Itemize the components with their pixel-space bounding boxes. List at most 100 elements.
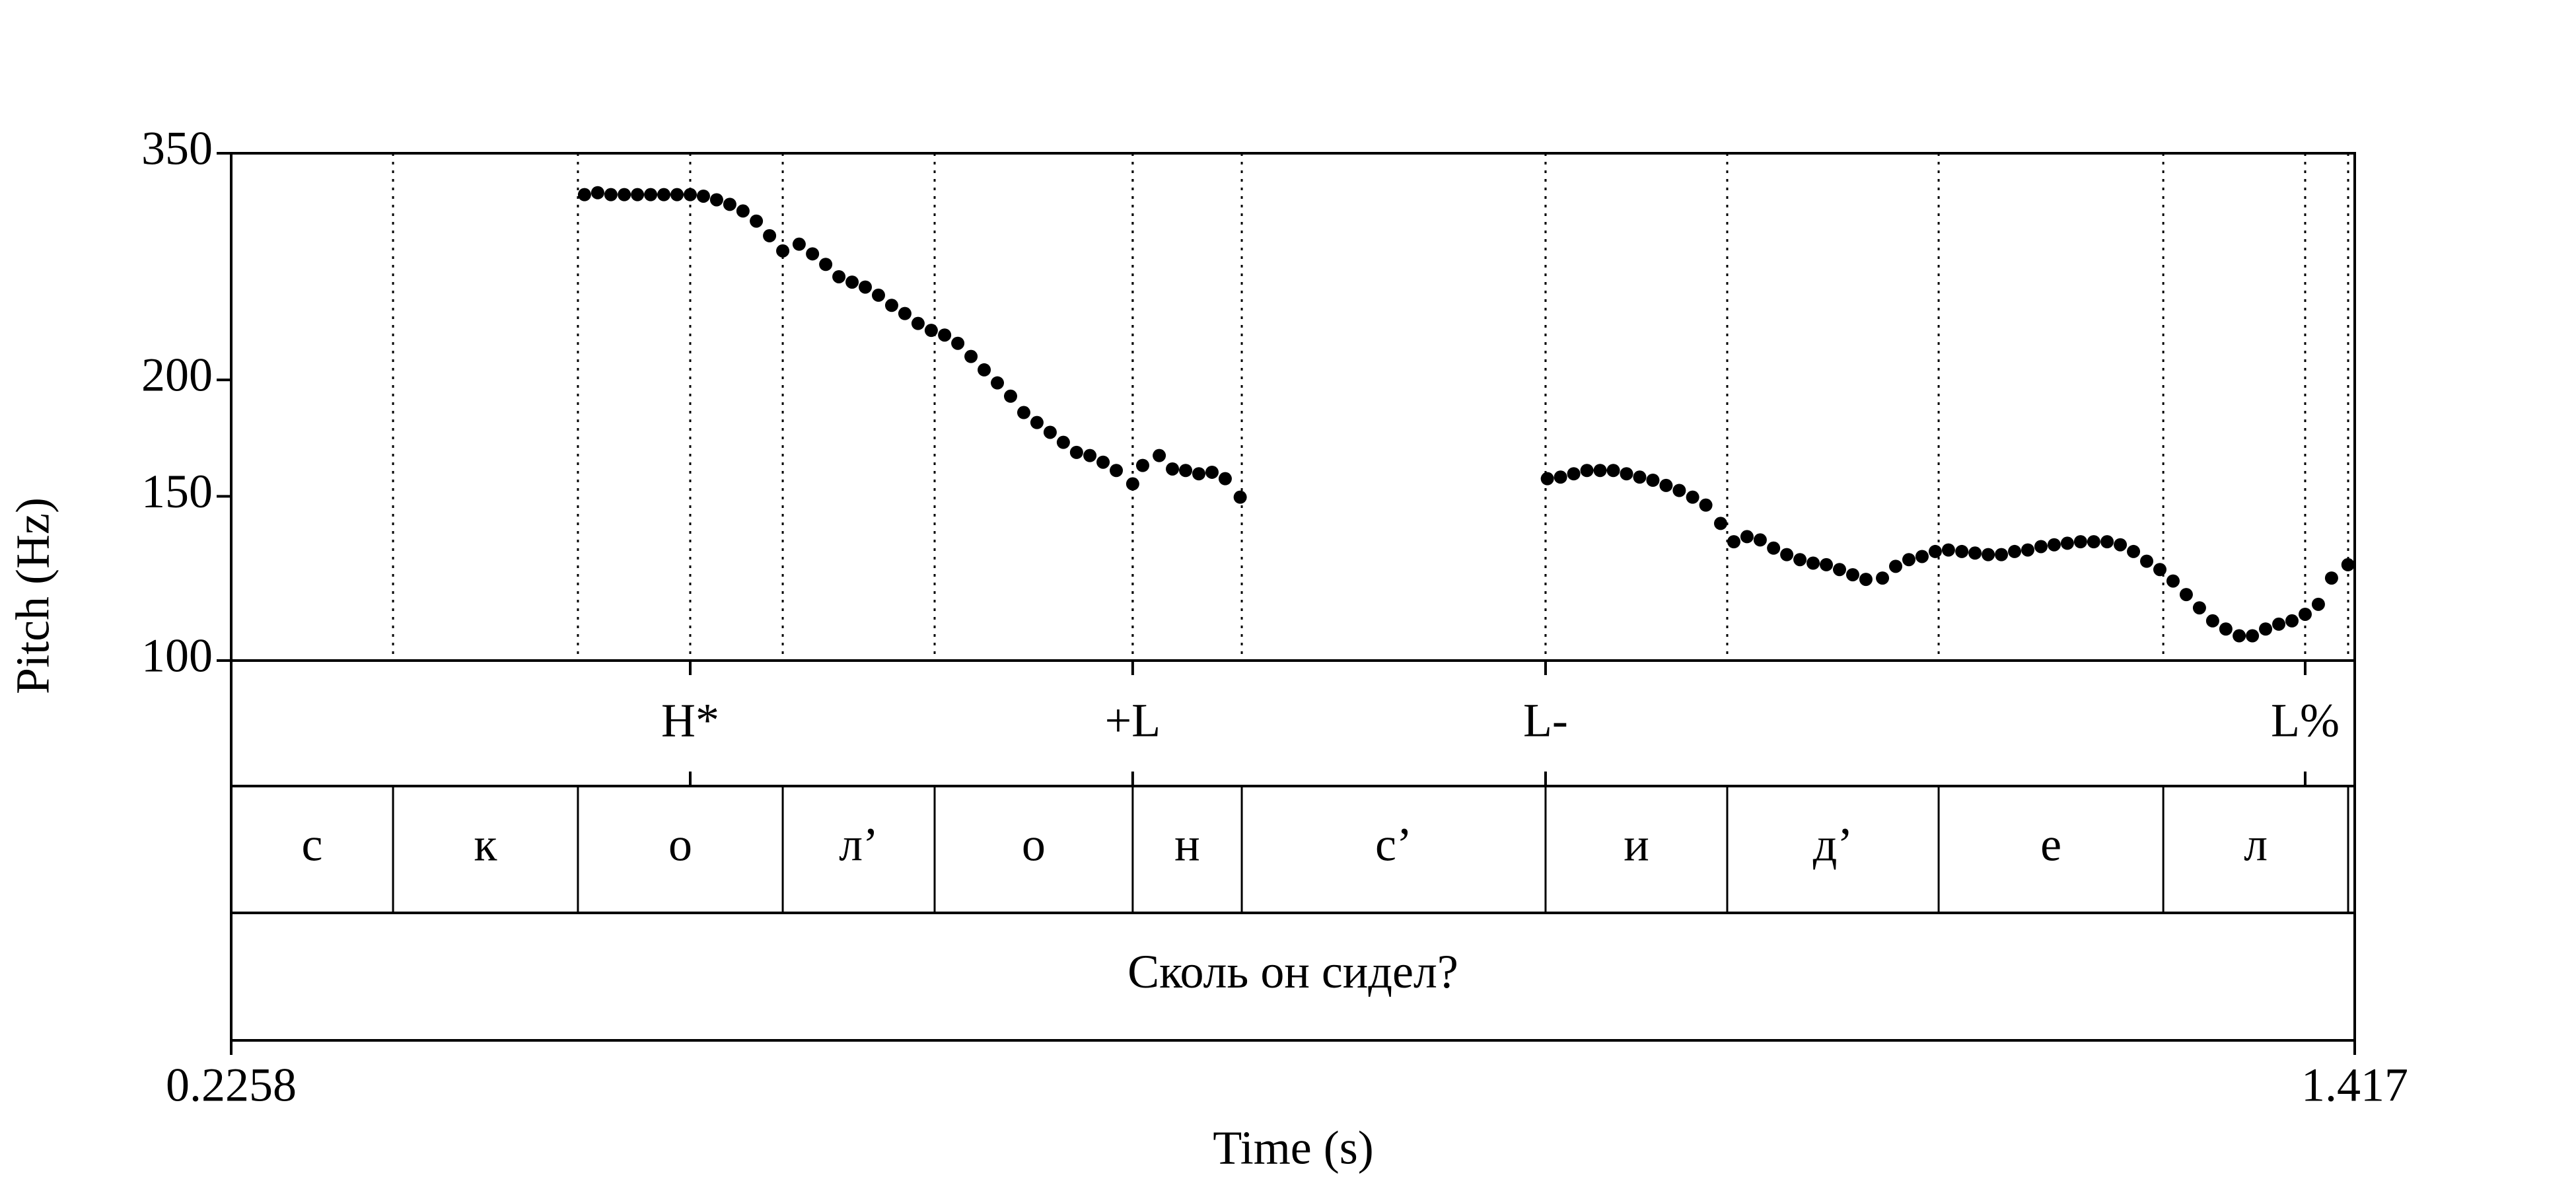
pitch-point <box>723 198 736 211</box>
pitch-point <box>1153 449 1166 462</box>
pitch-point <box>832 270 846 283</box>
pitch-point <box>1767 541 1781 555</box>
pitch-point <box>1686 490 1699 504</box>
pitch-point <box>1820 558 1834 571</box>
pitch-point <box>1659 478 1673 492</box>
pitch-point <box>1982 548 1995 561</box>
pitch-point <box>2233 629 2246 643</box>
phone-label: о <box>668 818 692 871</box>
pitch-point <box>1793 553 1807 567</box>
pitch-point <box>1646 473 1660 487</box>
pitch-point <box>1902 553 1915 567</box>
pitch-point <box>644 188 658 201</box>
frame <box>230 912 2356 1042</box>
pitch-point <box>1096 455 1110 469</box>
pitch-point <box>1135 458 1149 472</box>
pitch-point <box>1218 472 1232 486</box>
pitch-point <box>1876 571 1890 585</box>
pitch-point <box>1166 462 1180 476</box>
pitch-point <box>1083 449 1097 462</box>
y-tick-label: 100 <box>141 630 213 682</box>
pitch-point <box>1233 490 1247 504</box>
pitch-point <box>1620 467 1633 481</box>
tone-label: H* <box>661 694 719 747</box>
phone-label: л <box>2244 818 2268 871</box>
pitch-point <box>670 188 684 201</box>
pitch-point <box>978 363 991 377</box>
pitch-point <box>1567 467 1581 481</box>
pitch-point <box>1540 472 1554 486</box>
pitch-point <box>1995 548 2009 561</box>
pitch-point <box>1056 435 1070 449</box>
pitch-point <box>2341 558 2355 571</box>
pitch-point <box>750 214 764 228</box>
pitch-point <box>590 186 604 199</box>
pitch-point <box>683 188 697 201</box>
pitch-point <box>2140 554 2154 568</box>
pitch-point <box>1713 517 1727 530</box>
pitch-point <box>2192 601 2206 615</box>
pitch-point <box>859 280 873 294</box>
pitch-point <box>2298 607 2312 621</box>
pitch-point <box>776 244 790 258</box>
pitch-point <box>1889 559 1903 573</box>
pitch-point <box>938 328 952 342</box>
pitch-point <box>1859 573 1873 587</box>
pitch-point <box>951 336 965 350</box>
pitch-point <box>1580 464 1594 478</box>
pitch-point <box>1807 556 1820 570</box>
pitch-point <box>1780 548 1794 561</box>
word-label: Сколь он сидел? <box>1127 945 1458 998</box>
pitch-point <box>1043 425 1057 439</box>
pitch-point <box>2114 538 2128 552</box>
pitch-point <box>1030 415 1044 429</box>
pitch-point <box>2205 614 2219 628</box>
pitch-point <box>1740 530 1754 544</box>
frame <box>230 785 2356 914</box>
frame <box>230 659 2356 787</box>
frame <box>230 152 2356 662</box>
pitch-point <box>2272 617 2286 631</box>
pitch-point <box>1003 389 1017 403</box>
y-tick-label: 150 <box>141 465 213 518</box>
pitch-point <box>806 247 820 261</box>
pitch-point <box>1833 563 1847 577</box>
pitch-point <box>2060 536 2074 550</box>
pitch-point <box>1845 568 1859 582</box>
pitch-point <box>2087 535 2100 549</box>
pitch-point <box>911 316 925 330</box>
pitch-point <box>2179 588 2193 602</box>
pitch-point <box>2034 540 2048 554</box>
pitch-point <box>2127 544 2141 558</box>
pitch-point <box>1205 465 1219 479</box>
pitch-point <box>884 299 898 312</box>
pitch-point <box>2021 543 2035 557</box>
pitch-point <box>2008 544 2022 558</box>
pitch-point <box>2311 597 2325 611</box>
pitch-point <box>871 288 885 302</box>
phone-label: с <box>302 818 323 871</box>
y-axis-label: Pitch (Hz) <box>7 497 59 694</box>
phone-label: д’ <box>1813 818 1853 871</box>
pitch-point <box>618 188 631 201</box>
pitch-point <box>845 275 859 289</box>
pitch-point <box>1593 464 1607 478</box>
tone-label: L% <box>2271 694 2340 747</box>
pitch-point <box>924 324 938 338</box>
tone-label: +L <box>1105 694 1161 747</box>
pitch-point <box>709 193 723 207</box>
pitch-point <box>2259 622 2273 636</box>
phone-label: е <box>2040 818 2061 871</box>
pitch-point <box>696 189 710 203</box>
tone-label: L- <box>1523 694 1568 747</box>
pitch-point <box>991 376 1005 390</box>
pitch-point <box>1727 535 1740 549</box>
pitch-point <box>1955 544 1969 558</box>
pitch-point <box>2219 622 2233 636</box>
pitch-point <box>2073 535 2087 549</box>
pitch-point <box>792 237 806 251</box>
pitch-point <box>1554 470 1567 484</box>
pitch-point <box>2047 538 2061 552</box>
